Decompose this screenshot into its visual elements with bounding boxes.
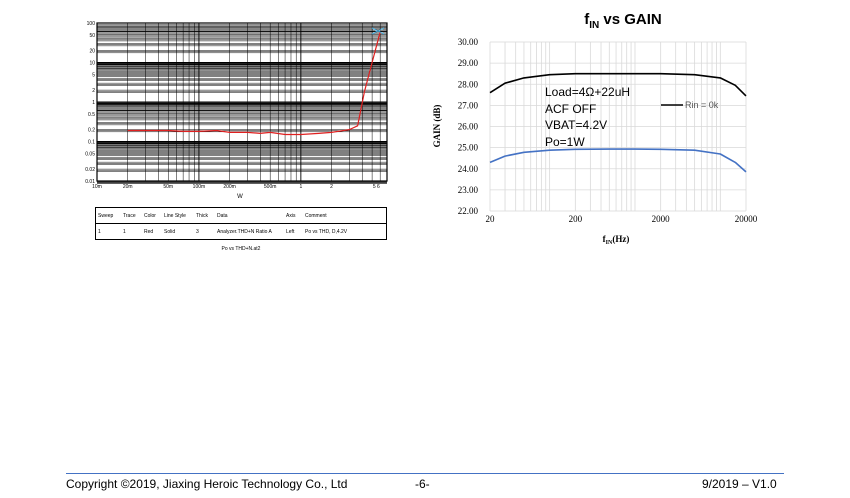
legend-cell-comment: Po vs THD, D,4.2V xyxy=(305,229,348,235)
gain-y-tick-label: 25.00 xyxy=(458,143,479,153)
legend-rin-label: Rin = 0k xyxy=(685,100,719,110)
legend-cell-sweep: 1 xyxy=(98,229,101,235)
footer-version: 9/2019 – V1.0 xyxy=(702,477,777,491)
footer-copyright: Copyright ©2019, Jiaxing Heroic Technolo… xyxy=(66,477,348,491)
thd-y-tick-label: 0.01 xyxy=(85,179,95,185)
thd-x-tick-label: 1 xyxy=(299,184,302,190)
annotation-load: Load=4Ω+22uH xyxy=(545,85,630,99)
thd-chart-plot-frame xyxy=(96,22,388,182)
gain-vs-frequency-chart: fIN vs GAIN 22.0023.0024.0025.0026.0027.… xyxy=(432,11,758,246)
gain-chart-title: fIN vs GAIN xyxy=(584,11,662,31)
thd-x-tick-label: 10m xyxy=(92,184,102,190)
thd-x-tick-label: 500m xyxy=(264,184,277,190)
annotation-po: Po=1W xyxy=(545,135,585,149)
thd-y-tick-label: 5 xyxy=(92,72,95,78)
gain-y-tick-label: 28.00 xyxy=(458,79,479,89)
thd-x-tick-label: 200m xyxy=(223,184,236,190)
legend-cell-axis: Left xyxy=(286,229,295,235)
footer-page-number: -6- xyxy=(415,477,430,491)
legend-col-trace: Trace xyxy=(123,213,136,219)
thd-vs-power-chart: 100 50 20 10 5 2 1 0.5 0.2 0.1 0.05 0.02 0.01 10m 20m… xyxy=(85,21,388,200)
thd-y-tick-label: 0.5 xyxy=(88,112,95,118)
thd-x-tick-label: 20m xyxy=(123,184,133,190)
legend-col-axis: Axis xyxy=(286,213,296,219)
gain-x-tick-label: 200 xyxy=(569,214,583,224)
footer-divider xyxy=(66,473,784,474)
gain-chart-x-label-sub: IN xyxy=(606,240,613,246)
legend-cell-thick: 3 xyxy=(196,229,199,235)
thd-x-tick-label: 100m xyxy=(193,184,206,190)
gain-chart-y-label: GAIN (dB) xyxy=(432,105,442,148)
legend-col-thick: Thick xyxy=(196,213,208,219)
thd-chart-x-label: W xyxy=(237,194,243,200)
gain-chart-annotations: Load=4Ω+22uH ACF OFF VBAT=4.2V Po=1W xyxy=(545,85,630,149)
thd-chart-y-ticks: 100 50 20 10 5 2 1 0.5 0.2 0.1 0.05 0.02 0.01 xyxy=(85,21,95,185)
thd-y-tick-label: 0.05 xyxy=(85,151,95,157)
gain-chart-series xyxy=(489,72,747,173)
thd-legend-table: Sweep Trace Color Line Style Thick Data … xyxy=(95,207,387,240)
gain-chart-title-f: f xyxy=(584,11,590,28)
gain-chart-x-label-rest: (Hz) xyxy=(612,234,629,244)
analyzer-marker-icon xyxy=(371,27,385,35)
gain-x-tick-label: 20000 xyxy=(735,214,758,224)
legend-cell-color: Red xyxy=(144,229,154,235)
gain-chart-x-label-f: f xyxy=(603,234,607,244)
gain-chart-x-ticks: 20 200 2000 20000 xyxy=(486,214,758,224)
legend-table-header: Sweep Trace Color Line Style Thick Data … xyxy=(96,208,386,224)
gain-series-line xyxy=(489,148,747,173)
thd-x-tick-label: 2 xyxy=(330,184,333,190)
thd-x-tick-label: 5 6 xyxy=(373,184,380,190)
gain-y-tick-label: 23.00 xyxy=(458,185,479,195)
legend-cell-data: Analyzer.THD+N Ratio A xyxy=(217,229,272,235)
thd-x-tick-label: 50m xyxy=(163,184,173,190)
thd-chart-x-ticks: 10m 20m 50m 100m 200m 500m 1 2 5 6 xyxy=(92,184,380,190)
thd-y-tick-label: 1 xyxy=(92,100,95,106)
legend-cell-trace: 1 xyxy=(123,229,126,235)
gain-y-tick-label: 29.00 xyxy=(458,58,479,68)
legend-col-data: Data xyxy=(217,213,228,219)
gain-chart-grid xyxy=(489,41,747,212)
legend-col-line-style: Line Style xyxy=(164,213,186,219)
thd-chart-grid xyxy=(96,23,388,184)
gain-series-line xyxy=(489,72,747,97)
thd-y-tick-label: 0.1 xyxy=(88,140,95,146)
gain-chart-title-rest: vs GAIN xyxy=(599,11,662,28)
thd-y-tick-label: 0.2 xyxy=(88,128,95,134)
thd-y-tick-label: 2 xyxy=(92,88,95,94)
gain-x-tick-label: 2000 xyxy=(652,214,671,224)
thd-series-line xyxy=(127,31,381,136)
thd-y-tick-label: 0.02 xyxy=(85,167,95,173)
gain-y-tick-label: 24.00 xyxy=(458,164,479,174)
gain-y-tick-label: 26.00 xyxy=(458,122,479,132)
gain-chart-legend: Rin = 0k xyxy=(661,100,719,110)
gain-chart-x-label: fIN(Hz) xyxy=(603,234,630,246)
annotation-vbat: VBAT=4.2V xyxy=(545,118,607,132)
gain-y-tick-label: 27.00 xyxy=(458,100,479,110)
legend-col-comment: Comment xyxy=(305,213,327,219)
gain-x-tick-label: 20 xyxy=(486,214,496,224)
gain-y-tick-label: 30.00 xyxy=(458,37,479,47)
legend-cell-line-style: Solid xyxy=(164,229,176,235)
thd-y-tick-label: 100 xyxy=(87,21,96,27)
gain-chart-title-sub: IN xyxy=(589,20,599,31)
annotation-acf: ACF OFF xyxy=(545,102,596,116)
legend-col-color: Color xyxy=(144,213,156,219)
thd-file-caption: Po vs THD+N.at2 xyxy=(221,246,261,252)
thd-chart-series xyxy=(127,31,381,136)
gain-y-tick-label: 22.00 xyxy=(458,206,479,216)
thd-y-tick-label: 50 xyxy=(89,33,95,39)
gain-chart-y-ticks: 22.00 23.00 24.00 25.00 26.00 27.00 28.00 29.00… xyxy=(458,37,479,216)
thd-y-tick-label: 20 xyxy=(89,49,95,55)
legend-col-sweep: Sweep xyxy=(98,213,114,219)
thd-y-tick-label: 10 xyxy=(89,61,95,67)
